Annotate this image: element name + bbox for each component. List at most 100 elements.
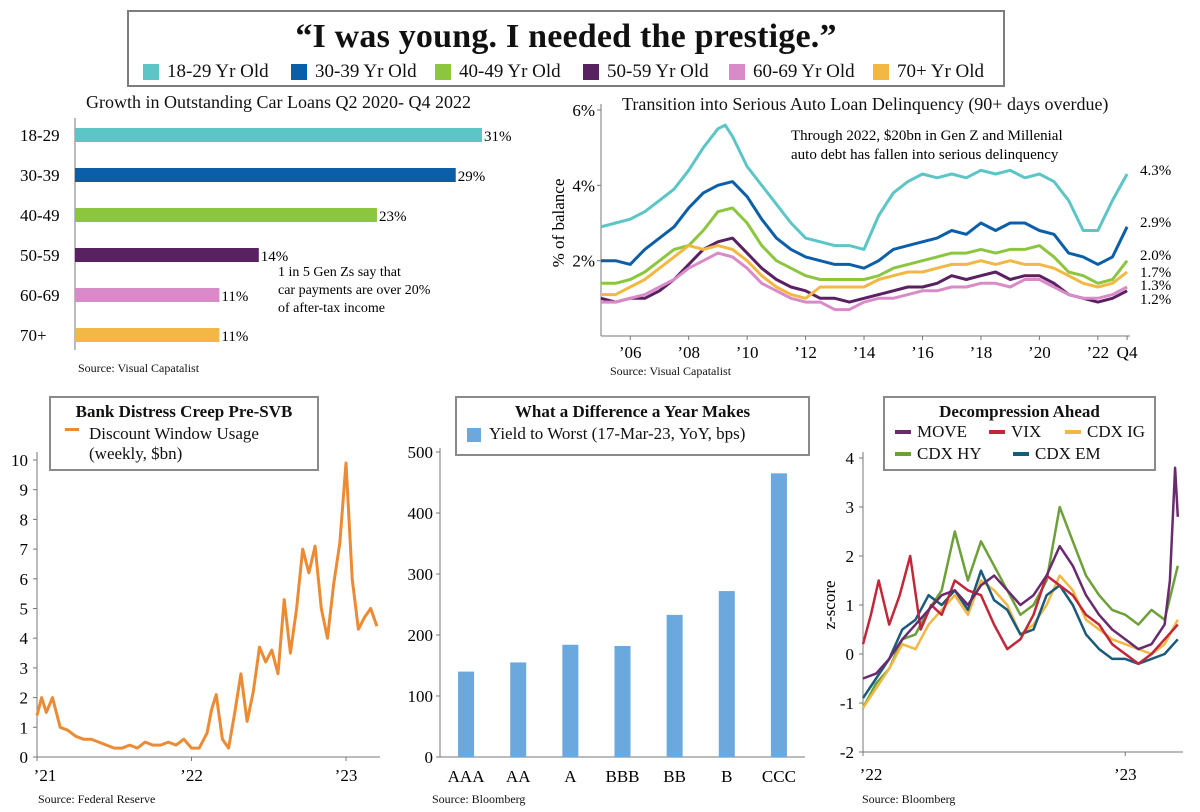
decompression-x-tick-label: ’23 <box>1114 765 1137 784</box>
delinquency-end-label: 4.3% <box>1140 163 1171 179</box>
delinquency-end-label: 2.0% <box>1140 248 1171 264</box>
ytw-category-label: BBB <box>605 767 639 786</box>
decompression-legend-label: CDX HY <box>917 444 982 463</box>
ytw-bar <box>614 645 631 757</box>
age-legend-item: 70+ Yr Old <box>873 60 984 84</box>
ytw-category-label: BB <box>663 767 686 786</box>
delinquency-end-label: 2.9% <box>1140 215 1171 231</box>
ytw-source: Source: Bloomberg <box>432 792 526 806</box>
discount-window-legend-label: Discount Window Usage (weekly, $bn) <box>89 424 259 463</box>
car-loans-value-label: 14% <box>261 249 289 265</box>
age-legend-swatch <box>291 64 307 80</box>
delinquency-end-label: 1.3% <box>1140 278 1171 294</box>
delinquency-title: Transition into Serious Auto Loan Delinq… <box>622 94 1109 114</box>
delinquency-y-axis-label: % of balance <box>549 179 568 268</box>
decompression-legend-swatch <box>1013 452 1029 456</box>
decompression-legend-box: Decompression Ahead MOVE VIX CDX IG CDX HY C… <box>883 396 1156 471</box>
delinquency-annotation-line: Through 2022, $20bn in Gen Z and Milleni… <box>791 128 1063 144</box>
discount-window-legend-swatch <box>65 428 79 431</box>
ytw-y-tick-label: 0 <box>425 748 434 767</box>
delinquency-chart: 2% 4% 6% ’06 ’08 ’10 ’12 ’14 ’16 ’18 ’20 ’22 Q4 % of … <box>549 101 1171 362</box>
age-legend-swatch <box>729 64 745 80</box>
ytw-bar <box>562 644 579 757</box>
decompression-series-line <box>861 569 1179 699</box>
decompression-y-tick-label: 3 <box>846 498 855 517</box>
car-loans-value-label: 31% <box>484 129 512 145</box>
decompression-series-line <box>862 466 1180 680</box>
decompression-y-tick-label: -2 <box>840 743 854 762</box>
car-loans-chart: 18-29 31% 30-39 29% 40-49 23% 50-59 14% 60-69 11%… <box>20 118 512 350</box>
decompression-legend: MOVE VIX CDX IG CDX HY CDX EM <box>885 422 1155 470</box>
delinquency-series-line <box>601 180 1129 270</box>
discount-window-y-tick-label: 10 <box>11 451 28 470</box>
ytw-title: What a Difference a Year Makes <box>514 402 751 421</box>
discount-window-y-tick-label: 6 <box>20 570 29 589</box>
car-loans-bar <box>75 248 259 262</box>
delinquency-series-line <box>600 123 1129 251</box>
delinquency-x-tick-label: Q4 <box>1117 343 1138 362</box>
delinquency-annotation-line: auto debt has fallen into serious delinq… <box>791 147 1059 163</box>
ytw-category-label: B <box>721 767 732 786</box>
decompression-chart: -2 -1 0 1 2 3 4 ’22 ’23 z-score <box>820 449 1183 784</box>
car-loans-category-label: 18-29 <box>20 126 60 145</box>
decompression-legend-label: MOVE <box>917 422 968 441</box>
car-loans-bar <box>75 168 456 182</box>
discount-window-y-tick-label: 1 <box>20 718 29 737</box>
age-legend-label: 60-69 Yr Old <box>753 61 855 82</box>
car-loans-annotation-line: 1 in 5 Gen Zs say that <box>278 265 401 280</box>
delinquency-end-label: 1.7% <box>1140 265 1171 281</box>
ytw-category-label: AAA <box>448 767 486 786</box>
delinquency-y-tick-label: 4% <box>572 176 595 195</box>
age-legend-label: 50-59 Yr Old <box>607 61 709 82</box>
delinquency-x-tick-label: ’12 <box>794 343 817 362</box>
decompression-y-tick-label: 0 <box>846 645 855 664</box>
discount-window-x-tick-label: ’23 <box>335 766 358 785</box>
decompression-legend-item: VIX <box>989 422 1041 442</box>
discount-window-y-tick-label: 3 <box>20 659 29 678</box>
discount-window-source: Source: Federal Reserve <box>38 792 156 806</box>
ytw-bar <box>718 591 735 757</box>
decompression-y-tick-label: 2 <box>846 547 855 566</box>
ytw-y-tick-label: 400 <box>408 504 434 523</box>
delinquency-x-tick-label: ’22 <box>1087 343 1110 362</box>
discount-window-x-tick-label: ’22 <box>180 766 203 785</box>
decompression-legend-swatch <box>895 452 911 456</box>
decompression-legend-label: CDX IG <box>1087 422 1146 441</box>
decompression-y-tick-label: -1 <box>840 694 854 713</box>
discount-window-y-tick-label: 5 <box>20 600 29 619</box>
age-legend: 18-29 Yr Old 30-39 Yr Old 40-49 Yr Old 50-5… <box>143 60 1003 84</box>
age-legend-swatch <box>143 64 159 80</box>
discount-window-line <box>35 461 379 750</box>
discount-window-y-tick-label: 4 <box>20 629 29 648</box>
age-legend-swatch <box>873 64 889 80</box>
car-loans-annotation-line: of after-tax income <box>278 301 385 316</box>
decompression-legend-swatch <box>989 430 1005 434</box>
ytw-category-label: AA <box>506 767 531 786</box>
delinquency-series-line <box>601 244 1129 300</box>
delinquency-y-tick-label: 6% <box>572 101 595 120</box>
decompression-x-tick-label: ’22 <box>860 765 883 784</box>
ytw-bar <box>458 671 475 757</box>
ytw-category-label: A <box>564 767 577 786</box>
age-legend-swatch <box>435 64 451 80</box>
car-loans-category-label: 30-39 <box>20 166 60 185</box>
discount-window-y-tick-label: 7 <box>20 540 29 559</box>
discount-window-chart: 0 1 2 3 4 5 6 7 8 9 10 ’21 ’22 ’23 <box>11 451 380 785</box>
car-loans-value-label: 11% <box>221 289 248 305</box>
car-loans-category-label: 40-49 <box>20 206 60 225</box>
delinquency-source: Source: Visual Capatalist <box>610 364 732 378</box>
header-box: “I was young. I needed the prestige.” 18… <box>127 10 1005 87</box>
delinquency-x-tick-label: ’18 <box>970 343 993 362</box>
car-loans-value-label: 29% <box>458 169 486 185</box>
discount-window-legend-box: Bank Distress Creep Pre-SVB Discount Win… <box>49 396 319 471</box>
delinquency-series-line <box>601 251 1128 312</box>
page-title: “I was young. I needed the prestige.” <box>295 18 837 55</box>
decompression-legend-item: CDX IG <box>1065 422 1145 442</box>
decompression-series-line <box>861 554 1179 666</box>
decompression-y-tick-label: 4 <box>846 449 855 468</box>
decompression-y-axis-label: z-score <box>820 580 839 629</box>
ytw-y-tick-label: 300 <box>408 565 434 584</box>
decompression-legend-swatch <box>895 430 911 434</box>
ytw-legend-label: Yield to Worst (17-Mar-23, YoY, bps) <box>489 424 746 443</box>
